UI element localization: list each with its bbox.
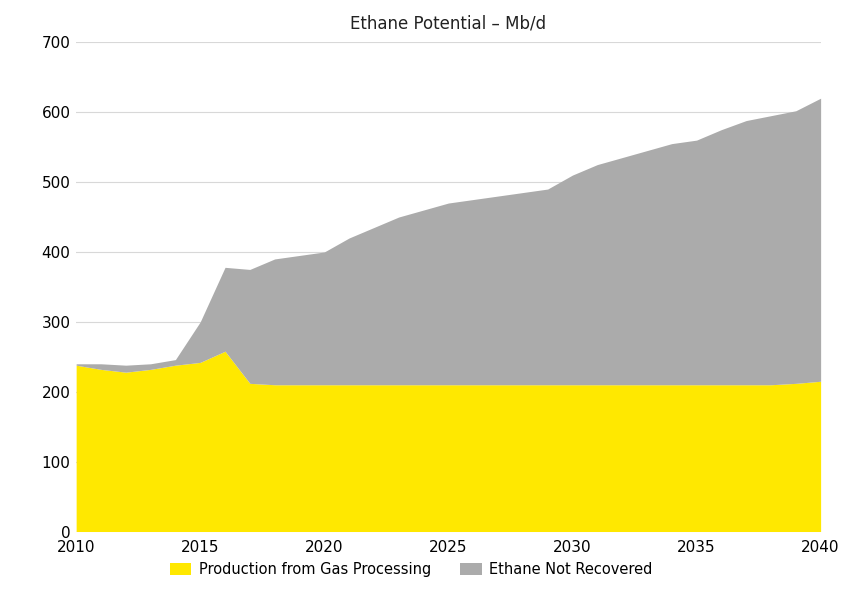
Legend: Production from Gas Processing, Ethane Not Recovered: Production from Gas Processing, Ethane N…	[164, 556, 658, 583]
Title: Ethane Potential – Mb/d: Ethane Potential – Mb/d	[350, 14, 547, 33]
